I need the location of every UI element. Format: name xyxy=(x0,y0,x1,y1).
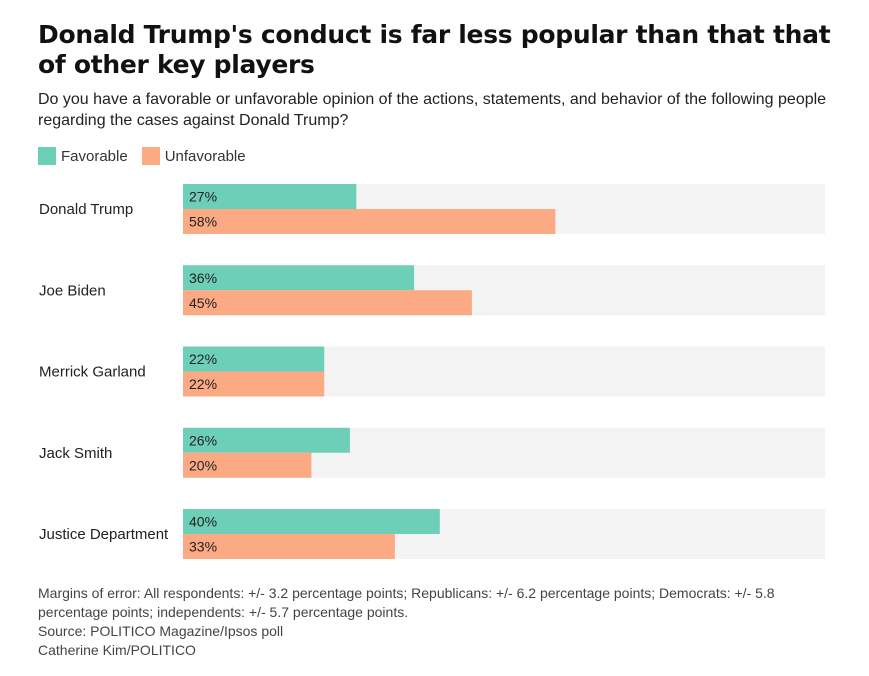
bar-value-favorable-merrick-garland: 22% xyxy=(189,351,217,367)
bar-favorable-donald-trump xyxy=(183,184,357,209)
bar-value-favorable-justice-department: 40% xyxy=(189,514,217,530)
bar-unfavorable-donald-trump xyxy=(183,209,556,234)
bar-favorable-jack-smith xyxy=(183,427,350,453)
category-label-justice-department: Justice Department xyxy=(39,526,169,543)
bar-value-unfavorable-jack-smith: 20% xyxy=(189,457,217,473)
bar-value-favorable-jack-smith: 26% xyxy=(189,432,217,448)
chart-title: Donald Trump's conduct is far less popul… xyxy=(38,20,831,79)
category-label-donald-trump: Donald Trump xyxy=(39,201,133,218)
source-note: Source: POLITICO Magazine/Ipsos poll xyxy=(38,623,284,639)
bar-value-favorable-joe-biden: 36% xyxy=(189,270,217,286)
legend-item-favorable: Favorable xyxy=(38,147,128,165)
bar-unfavorable-merrick-garland xyxy=(183,371,325,397)
legend: Favorable Unfavorable xyxy=(38,147,260,165)
category-label-merrick-garland: Merrick Garland xyxy=(39,364,146,381)
bar-unfavorable-jack-smith xyxy=(183,452,312,478)
credit-note: Catherine Kim/POLITICO xyxy=(38,642,196,658)
bar-value-unfavorable-joe-biden: 45% xyxy=(189,295,217,311)
bar-unfavorable-justice-department xyxy=(183,534,395,559)
bar-value-unfavorable-merrick-garland: 22% xyxy=(189,376,217,392)
category-label-joe-biden: Joe Biden xyxy=(39,282,106,299)
bar-favorable-justice-department xyxy=(183,509,440,534)
legend-swatch-unfavorable xyxy=(141,147,160,165)
bar-value-unfavorable-justice-department: 33% xyxy=(189,539,217,555)
bar-value-unfavorable-donald-trump: 58% xyxy=(189,214,217,230)
bar-favorable-merrick-garland xyxy=(183,346,325,372)
legend-label-favorable: Favorable xyxy=(61,147,128,165)
legend-item-unfavorable: Unfavorable xyxy=(141,147,246,165)
bar-unfavorable-joe-biden xyxy=(183,290,472,316)
category-label-jack-smith: Jack Smith xyxy=(39,445,112,462)
legend-swatch-favorable xyxy=(38,147,56,165)
chart-footer: Margins of error: All respondents: +/- 3… xyxy=(38,584,838,660)
bar-value-favorable-donald-trump: 27% xyxy=(189,189,217,205)
bar-favorable-joe-biden xyxy=(183,265,415,291)
margin-of-error-note: Margins of error: All respondents: +/- 3… xyxy=(38,585,775,620)
legend-label-unfavorable: Unfavorable xyxy=(164,147,246,165)
chart-subtitle: Do you have a favorable or unfavorable o… xyxy=(38,91,827,129)
